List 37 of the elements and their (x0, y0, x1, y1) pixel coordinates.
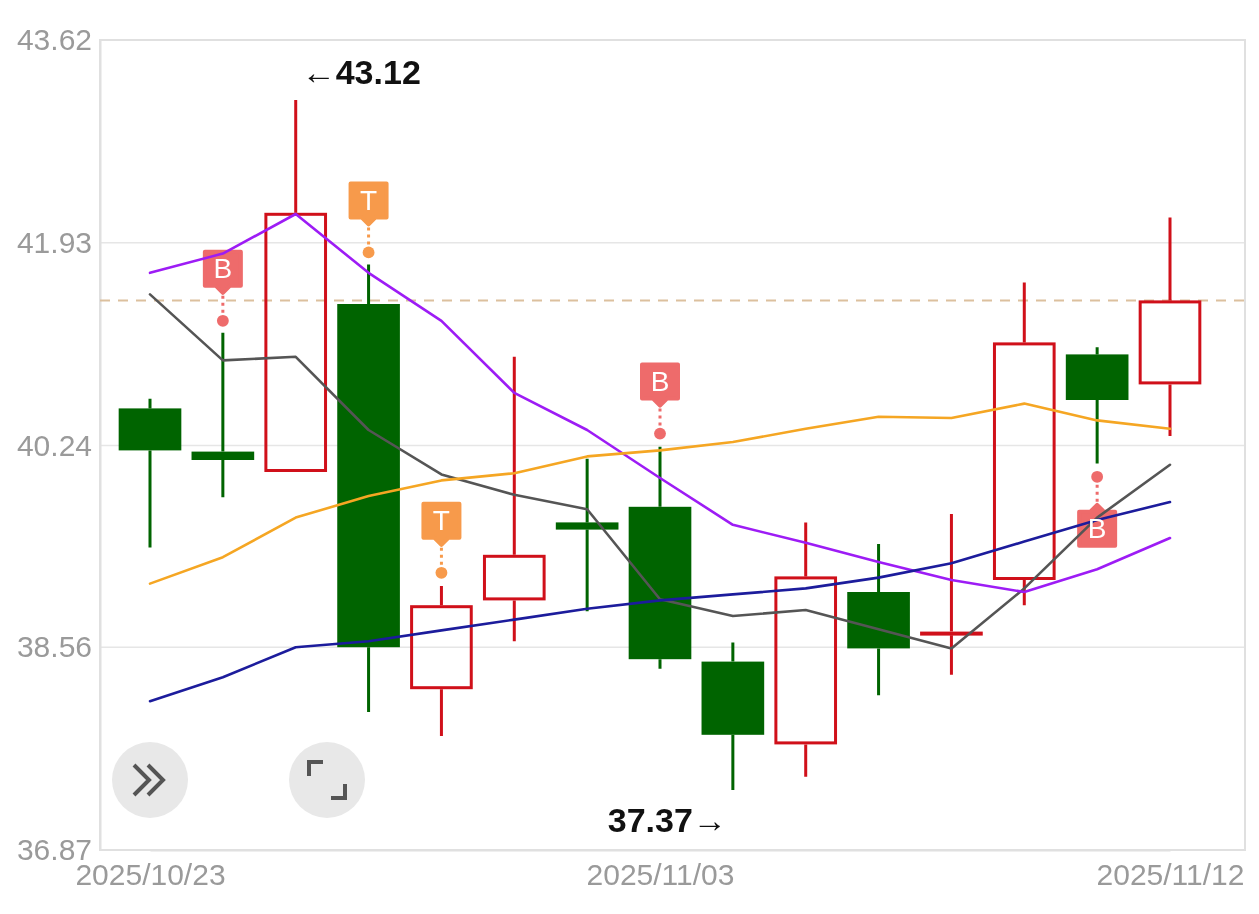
data-label: B (213, 253, 233, 285)
candlestick (410, 586, 473, 736)
candlestick (992, 282, 1056, 606)
candlestick (920, 514, 983, 675)
y-tick-label: 43.62 (16, 23, 92, 57)
line-series (148, 500, 1172, 703)
candlestick (191, 332, 255, 498)
annotation: ←43.12 (301, 53, 421, 91)
point (216, 314, 229, 327)
line-series (148, 212, 1172, 594)
candlestick (774, 522, 838, 777)
candlestick (555, 458, 619, 612)
data-label: B (1087, 513, 1107, 545)
candlestick (264, 100, 328, 472)
candlestick (1138, 217, 1202, 436)
x-tick-label: 2025/11/03 (586, 858, 735, 892)
y-tick-label: 41.93 (16, 225, 92, 259)
candlestick (118, 398, 182, 548)
data-label: B (650, 366, 670, 398)
candlestick (337, 264, 400, 712)
candlestick (847, 544, 910, 696)
point (654, 427, 666, 440)
candlestick (1065, 347, 1129, 464)
line-series (148, 402, 1172, 585)
y-tick-label: 40.24 (16, 428, 92, 462)
candlestick (628, 446, 692, 669)
x-tick-label: 2025/11/12 (1096, 858, 1245, 892)
annotation: 37.37→ (607, 801, 727, 839)
data-label: T (432, 505, 450, 537)
candlestick (482, 356, 546, 642)
data-label: T (360, 184, 378, 216)
line-series (148, 293, 1172, 650)
y-tick-label: 38.56 (16, 630, 92, 664)
point (435, 566, 448, 579)
candlestick (701, 642, 765, 790)
point (362, 246, 375, 259)
point (1091, 470, 1104, 483)
